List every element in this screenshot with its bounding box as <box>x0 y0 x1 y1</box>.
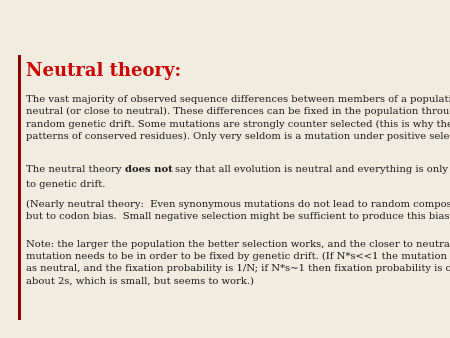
Text: Neutral theory:: Neutral theory: <box>26 62 181 80</box>
Bar <box>18 55 21 320</box>
Text: say that all evolution is neutral and everything is only due to: say that all evolution is neutral and ev… <box>172 165 450 174</box>
Text: The vast majority of observed sequence differences between members of a populati: The vast majority of observed sequence d… <box>26 95 450 141</box>
Text: The neutral theory: The neutral theory <box>26 165 125 174</box>
Text: (Nearly neutral theory:  Even synonymous mutations do not lead to random composi: (Nearly neutral theory: Even synonymous … <box>26 200 450 221</box>
Text: Note: the larger the population the better selection works, and the closer to ne: Note: the larger the population the bett… <box>26 240 450 286</box>
Text: to genetic drift.: to genetic drift. <box>26 180 105 189</box>
Text: does not: does not <box>125 165 172 174</box>
